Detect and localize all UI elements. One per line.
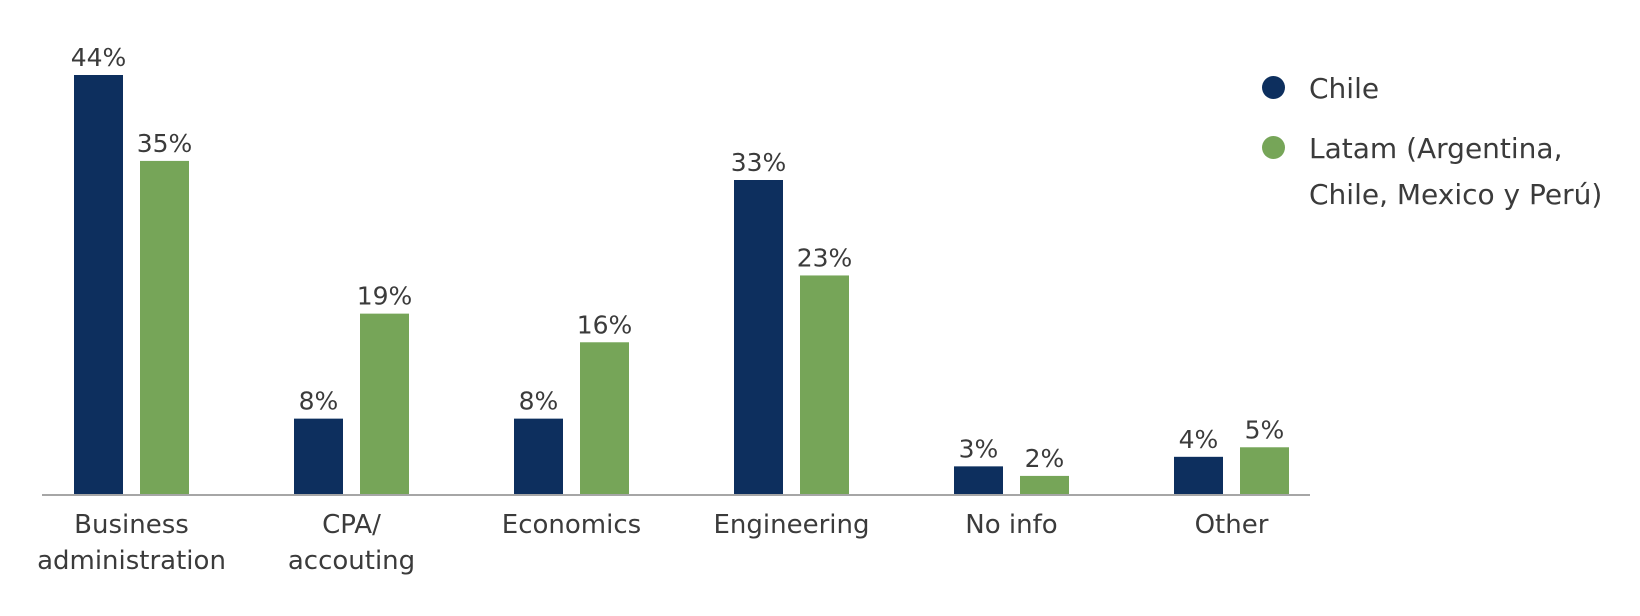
bar-chile-other <box>1174 456 1223 495</box>
value-label-chile-cpa-accouting: 8% <box>299 387 339 416</box>
legend: Chile Latam (Argentina, Chile, Mexico y … <box>1262 66 1632 232</box>
value-label-latam-other: 5% <box>1245 415 1285 444</box>
category-label-cpa-accouting: CPA/accouting <box>288 510 415 576</box>
bar-chile-business-administration <box>74 75 123 495</box>
value-label-latam-business-administration: 35% <box>137 129 193 158</box>
category-label-no-info: No info <box>965 510 1057 540</box>
bar-latam-economics <box>580 342 629 495</box>
legend-swatch-chile <box>1262 76 1285 99</box>
legend-swatch-latam <box>1262 136 1285 159</box>
legend-label-latam: Latam (Argentina, Chile, Mexico y Perú) <box>1309 132 1603 211</box>
value-label-chile-engineering: 33% <box>731 148 787 177</box>
bars-group <box>74 75 1289 495</box>
legend-item-chile: Chile <box>1262 66 1632 112</box>
legend-label-chile: Chile <box>1309 72 1380 105</box>
bar-chile-cpa-accouting <box>294 418 343 495</box>
value-label-latam-economics: 16% <box>577 310 633 339</box>
bar-chile-engineering <box>734 180 783 495</box>
bar-chile-economics <box>514 418 563 495</box>
bar-chile-no-info <box>954 466 1003 495</box>
value-label-latam-no-info: 2% <box>1025 444 1065 473</box>
value-labels-group: 44% 35% 8% 19% 8% 16% 33% 23% 3% 2% 4% 5% <box>71 43 1285 473</box>
bar-latam-no-info <box>1020 475 1069 495</box>
value-label-latam-cpa-accouting: 19% <box>357 282 413 311</box>
value-label-chile-economics: 8% <box>519 387 559 416</box>
value-label-chile-business-administration: 44% <box>71 43 127 72</box>
category-label-business-administration: Business administration <box>37 510 226 576</box>
category-label-economics: Economics <box>502 510 641 540</box>
category-label-other: Other <box>1195 510 1269 540</box>
bar-latam-cpa-accouting <box>360 313 409 495</box>
category-label-engineering: Engineering <box>714 510 870 540</box>
value-label-latam-engineering: 23% <box>797 243 853 272</box>
value-label-chile-no-info: 3% <box>959 434 999 463</box>
value-label-chile-other: 4% <box>1179 425 1219 454</box>
bar-latam-other <box>1240 447 1289 495</box>
bar-latam-business-administration <box>140 160 189 495</box>
category-labels-group: Business administration CPA/accouting Econo… <box>37 510 1269 576</box>
bar-latam-engineering <box>800 275 849 495</box>
legend-item-latam: Latam (Argentina, Chile, Mexico y Perú) <box>1262 126 1632 218</box>
